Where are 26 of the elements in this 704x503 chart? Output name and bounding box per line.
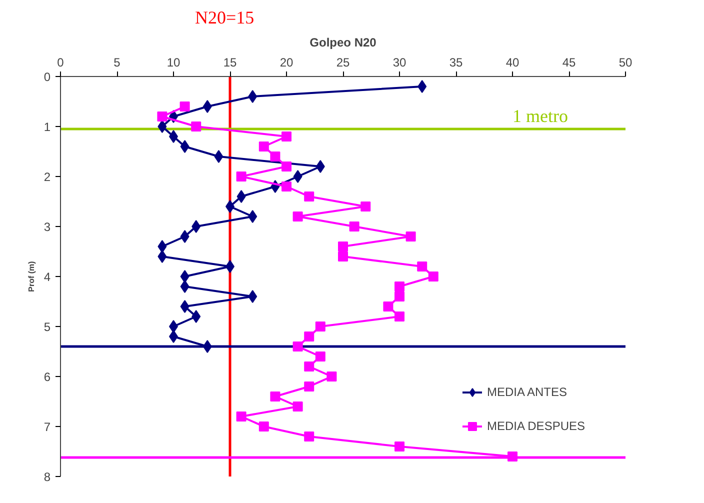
x-tick-label: 0 bbox=[57, 56, 64, 70]
x-tick-label: 25 bbox=[336, 56, 350, 70]
x-tick-label: 40 bbox=[506, 56, 520, 70]
y-tick-label: 0 bbox=[44, 70, 51, 84]
ref-line-label: N20=15 bbox=[195, 8, 254, 28]
x-axis-title: Golpeo N20 bbox=[310, 36, 377, 50]
x-tick-label: 35 bbox=[449, 56, 463, 70]
y-tick-label: 3 bbox=[44, 220, 51, 234]
x-tick-label: 20 bbox=[280, 56, 294, 70]
y-tick-label: 1 bbox=[44, 120, 51, 134]
legend-label: MEDIA DESPUES bbox=[486, 419, 585, 433]
x-tick-label: 30 bbox=[392, 56, 406, 70]
y-tick-label: 6 bbox=[44, 370, 51, 384]
x-tick-label: 45 bbox=[562, 56, 576, 70]
y-tick-label: 7 bbox=[44, 420, 51, 434]
y-tick-label: 2 bbox=[44, 170, 51, 184]
ref-line-label: 1 metro bbox=[512, 106, 568, 126]
y-tick-label: 4 bbox=[44, 270, 51, 284]
y-tick-label: 8 bbox=[44, 470, 51, 484]
x-tick-label: 50 bbox=[618, 56, 632, 70]
x-tick-label: 15 bbox=[223, 56, 237, 70]
x-tick-label: 10 bbox=[166, 56, 180, 70]
legend-label: MEDIA ANTES bbox=[486, 385, 567, 399]
x-tick-label: 5 bbox=[114, 56, 121, 70]
y-axis-title: Prof (m) bbox=[26, 260, 36, 292]
y-tick-label: 5 bbox=[44, 320, 51, 334]
